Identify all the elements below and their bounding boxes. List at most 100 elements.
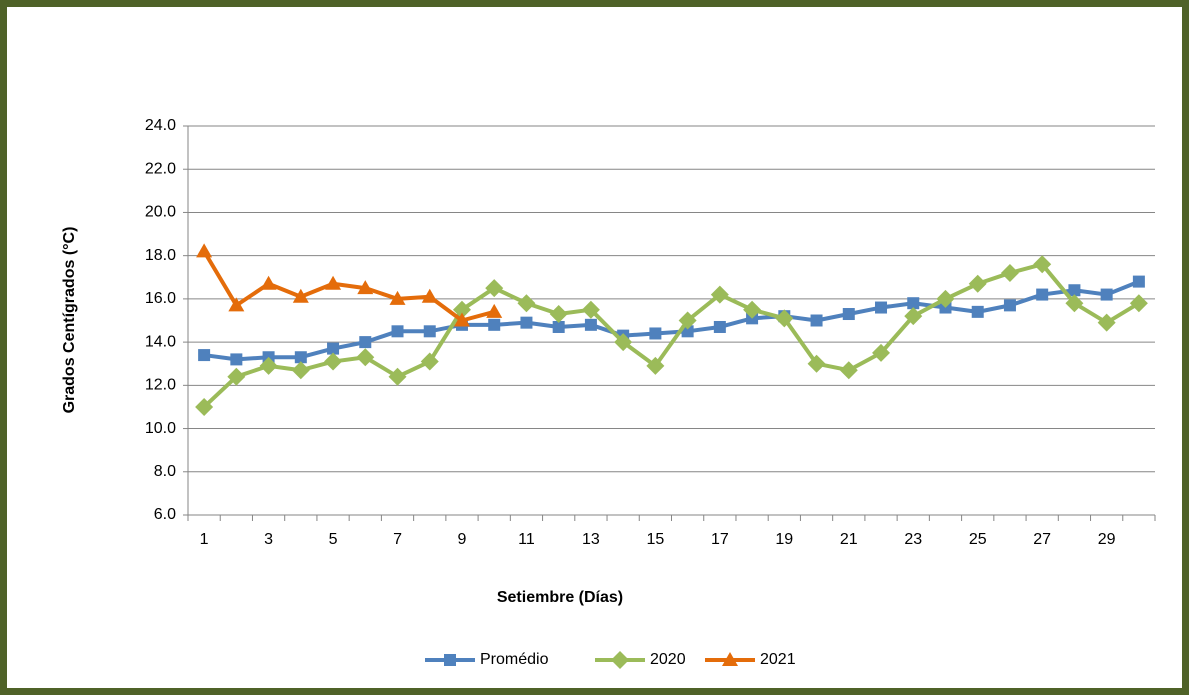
data-point <box>388 367 407 386</box>
data-point <box>520 316 533 329</box>
y-tick-label: 24.0 <box>145 117 176 134</box>
data-point <box>423 325 436 338</box>
x-tick-label: 27 <box>1033 531 1051 548</box>
legend-label: 2021 <box>760 651 796 668</box>
data-point <box>775 309 794 328</box>
data-point <box>552 320 565 333</box>
data-point <box>810 314 823 327</box>
data-point <box>198 349 211 362</box>
data-point <box>1132 275 1145 288</box>
data-point <box>1068 284 1081 297</box>
data-point <box>872 343 891 362</box>
data-point <box>936 289 955 308</box>
data-point <box>324 352 343 371</box>
x-tick-label: 7 <box>393 531 402 548</box>
data-point <box>681 325 694 338</box>
y-tick-label: 14.0 <box>145 333 176 350</box>
data-point <box>1003 299 1016 312</box>
data-point <box>614 333 633 352</box>
data-point <box>259 356 278 375</box>
legend-marker <box>611 651 629 669</box>
data-point <box>584 318 597 331</box>
y-tick-label: 10.0 <box>145 420 176 437</box>
legend-label: Promédio <box>480 651 549 668</box>
data-point <box>1129 294 1148 313</box>
data-point <box>391 325 404 338</box>
x-tick-label: 19 <box>775 531 793 548</box>
data-point <box>649 327 662 340</box>
data-point <box>713 320 726 333</box>
data-point <box>968 274 987 293</box>
x-axis-title: Setiembre (Días) <box>497 589 623 606</box>
data-point <box>1100 288 1113 301</box>
data-point <box>678 311 697 330</box>
x-tick-label: 15 <box>646 531 664 548</box>
data-point <box>488 318 501 331</box>
x-tick-label: 1 <box>200 531 209 548</box>
x-tick-label: 17 <box>711 531 729 548</box>
data-point <box>971 305 984 318</box>
x-tick-label: 11 <box>518 531 535 548</box>
x-tick-label: 23 <box>904 531 922 548</box>
x-tick-label: 3 <box>264 531 273 548</box>
data-point <box>1036 288 1049 301</box>
data-point <box>486 303 503 318</box>
data-point <box>646 356 665 375</box>
x-tick-label: 29 <box>1098 531 1116 548</box>
data-point <box>710 285 729 304</box>
y-tick-label: 12.0 <box>145 377 176 394</box>
data-point <box>420 352 439 371</box>
data-point <box>359 336 372 349</box>
data-point <box>325 275 342 290</box>
data-point <box>452 300 471 319</box>
x-tick-label: 13 <box>582 531 600 548</box>
y-tick-label: 20.0 <box>145 204 176 221</box>
data-point <box>842 308 855 321</box>
data-point <box>292 288 309 303</box>
y-axis-title: Grados Centígrados (°C) <box>61 227 78 414</box>
data-point <box>875 301 888 314</box>
data-point <box>743 300 762 319</box>
data-point <box>904 307 923 326</box>
series-line <box>202 250 495 323</box>
data-point <box>260 275 277 290</box>
data-point <box>291 361 310 380</box>
legend-label: 2020 <box>650 651 686 668</box>
data-point <box>228 297 245 312</box>
data-point <box>195 397 214 416</box>
data-point <box>294 351 307 364</box>
x-tick-label: 5 <box>329 531 338 548</box>
data-point <box>227 367 246 386</box>
data-point <box>1065 294 1084 313</box>
data-point <box>421 288 438 303</box>
data-point <box>1000 263 1019 282</box>
data-point <box>327 342 340 355</box>
data-point <box>230 353 243 366</box>
data-point <box>356 348 375 367</box>
data-point <box>581 300 600 319</box>
x-tick-label: 25 <box>969 531 987 548</box>
x-tick-label: 21 <box>840 531 858 548</box>
data-point <box>485 279 504 298</box>
data-point <box>1097 313 1116 332</box>
data-point <box>549 305 568 324</box>
data-point <box>357 280 374 295</box>
y-tick-label: 18.0 <box>145 247 176 264</box>
data-point <box>196 243 213 258</box>
data-point <box>453 312 470 327</box>
data-point <box>839 361 858 380</box>
data-point <box>1033 255 1052 274</box>
y-tick-label: 16.0 <box>145 290 176 307</box>
data-point <box>389 290 406 305</box>
legend-marker <box>444 654 456 666</box>
y-tick-label: 22.0 <box>145 160 176 177</box>
data-point <box>517 294 536 313</box>
x-tick-label: 9 <box>458 531 467 548</box>
y-tick-label: 6.0 <box>154 506 176 523</box>
legend-marker <box>722 652 738 666</box>
data-point <box>907 297 920 310</box>
data-point <box>807 354 826 373</box>
y-tick-label: 8.0 <box>154 463 176 480</box>
